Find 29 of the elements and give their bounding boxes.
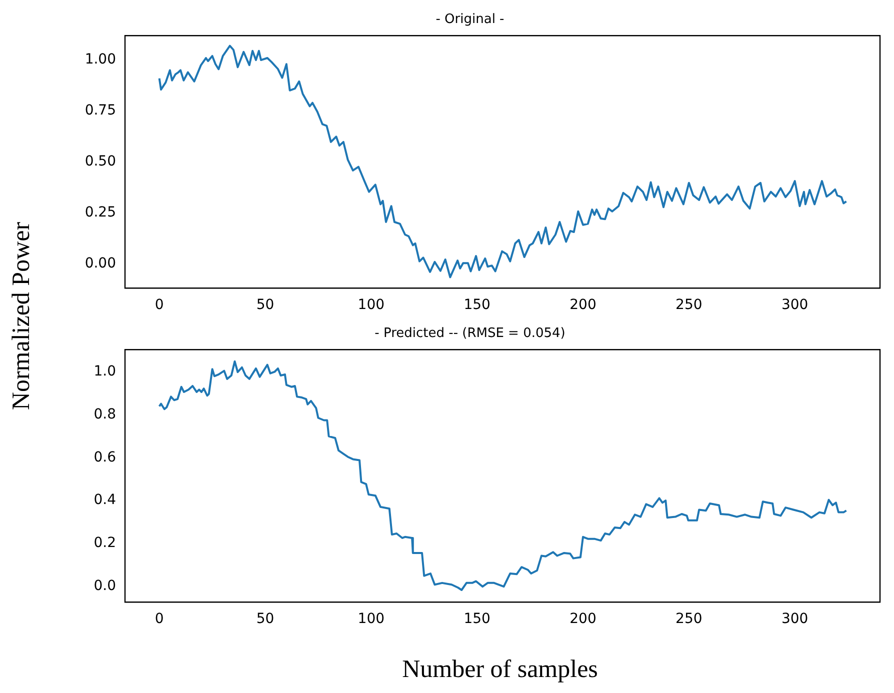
- y-tick-label: 0.50: [84, 154, 116, 170]
- y-tick-label: 0.0: [94, 578, 116, 594]
- y-tick-label: 0.00: [84, 255, 116, 272]
- y-tick-label: 0.2: [94, 534, 116, 551]
- y-axis-title: Normalized Power: [8, 222, 36, 410]
- x-tick-label: 200: [570, 297, 596, 314]
- x-tick-label: 300: [781, 297, 808, 314]
- y-tick-label: 0.8: [94, 406, 116, 423]
- y-tick-label: 0.4: [94, 492, 116, 508]
- chart-title: - Predicted -- (RMSE = 0.054): [374, 326, 566, 342]
- y-tick-label: 0.6: [94, 449, 116, 466]
- x-tick-label: 150: [464, 611, 490, 628]
- chart-title: - Original -: [436, 12, 505, 28]
- x-tick-label: 0: [154, 611, 164, 628]
- x-tick-label: 100: [358, 297, 385, 314]
- x-tick-label: 300: [781, 611, 808, 628]
- x-tick-label: 0: [154, 297, 164, 314]
- x-tick-label: 100: [358, 611, 385, 628]
- x-tick-label: 150: [464, 297, 490, 314]
- x-tick-label: 50: [256, 297, 274, 314]
- y-tick-label: 1.00: [84, 52, 116, 68]
- y-tick-label: 0.75: [84, 102, 116, 119]
- x-tick-label: 50: [256, 611, 274, 628]
- y-tick-label: 1.0: [94, 364, 116, 380]
- x-axis-title: Number of samples: [402, 656, 598, 684]
- x-tick-label: 200: [570, 611, 596, 628]
- x-tick-label: 250: [676, 611, 702, 628]
- x-tick-label: 250: [676, 297, 702, 314]
- y-tick-label: 0.25: [84, 204, 116, 220]
